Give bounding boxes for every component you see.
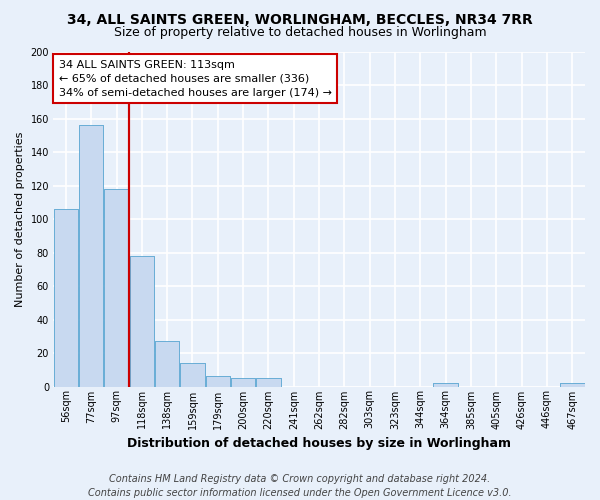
Bar (53, 209, 78, 386)
Bar (104, 189, 129, 386)
Text: 34, ALL SAINTS GREEN, WORLINGHAM, BECCLES, NR34 7RR: 34, ALL SAINTS GREEN, WORLINGHAM, BECCLE… (67, 12, 533, 26)
Bar (231, 378, 256, 386)
Bar (560, 383, 584, 386)
Bar (155, 342, 179, 386)
Y-axis label: Number of detached properties: Number of detached properties (15, 132, 25, 306)
Bar (79, 125, 103, 386)
Bar (155, 342, 179, 386)
Bar (256, 378, 281, 386)
Bar (256, 378, 281, 386)
Bar (206, 376, 230, 386)
Bar (433, 383, 458, 386)
Bar (130, 256, 154, 386)
X-axis label: Distribution of detached houses by size in Worlingham: Distribution of detached houses by size … (127, 437, 511, 450)
Bar (206, 376, 230, 386)
Bar (231, 378, 256, 386)
Bar (130, 256, 154, 386)
Bar (180, 363, 205, 386)
Text: Contains HM Land Registry data © Crown copyright and database right 2024.
Contai: Contains HM Land Registry data © Crown c… (88, 474, 512, 498)
Bar (433, 383, 458, 386)
Text: Size of property relative to detached houses in Worlingham: Size of property relative to detached ho… (113, 26, 487, 39)
Bar (104, 189, 129, 386)
Bar (79, 125, 103, 386)
Bar (180, 363, 205, 386)
Text: 34 ALL SAINTS GREEN: 113sqm
← 65% of detached houses are smaller (336)
34% of se: 34 ALL SAINTS GREEN: 113sqm ← 65% of det… (59, 60, 332, 98)
Bar (560, 383, 584, 386)
Bar (53, 209, 78, 386)
